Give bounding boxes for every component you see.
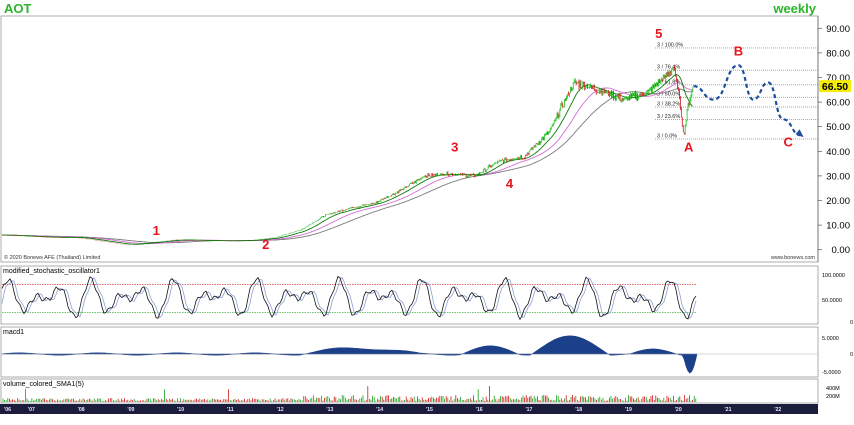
xtick-label: '19 — [625, 407, 632, 413]
last-price-badge — [819, 80, 851, 93]
macd-histogram — [1, 335, 817, 374]
xtick-label: '20 — [675, 407, 682, 413]
stochastic-signal-line — [1, 276, 697, 319]
forecast-path — [693, 64, 804, 138]
wave-label: A — [684, 139, 694, 154]
ytick-label: 60.00 — [826, 98, 850, 109]
stochastic-tick-50: 50.0000 — [822, 298, 842, 304]
ma-fast-line — [1, 74, 694, 245]
wave-label: 5 — [655, 26, 662, 41]
xtick-label: '09 — [127, 407, 134, 413]
stochastic-tick-0: 0 — [850, 320, 853, 326]
ytick-label: 90.00 — [826, 24, 850, 35]
fib-level-label: 3 / 100.0% — [657, 42, 683, 48]
moving-averages — [1, 74, 694, 245]
macd-title: macd1 — [3, 329, 24, 336]
macd-tick-zero: 0 — [850, 352, 853, 358]
xtick-label: '17 — [525, 407, 532, 413]
xtick-label: '18 — [575, 407, 582, 413]
stochastic-panel-frame — [0, 265, 819, 325]
ytick-label: 80.00 — [826, 48, 850, 59]
fib-level-label: 3 / 61.8% — [657, 79, 680, 85]
ytick-label: 30.00 — [826, 171, 850, 182]
price-bars — [1, 65, 694, 245]
stochastic-lines — [1, 275, 697, 321]
ytick-label: 70.00 — [826, 73, 850, 84]
macd-panel-frame — [0, 326, 819, 378]
forecast-line — [693, 64, 801, 137]
site-text: www.bonews.com — [770, 255, 815, 261]
wave-label: 1 — [153, 223, 160, 238]
fib-level-label: 3 / 23.6% — [657, 114, 680, 120]
macd-tick-neg: -5.0000 — [822, 370, 841, 376]
wave-label: 3 — [451, 139, 458, 154]
xtick-label: '22 — [774, 407, 781, 413]
macd-tick-pos: 5.0000 — [822, 336, 839, 342]
ytick-label: 40.00 — [826, 147, 850, 158]
chart-title: AOT — [4, 1, 32, 16]
volume-panel-frame — [0, 378, 819, 404]
ma-mid-line — [1, 82, 693, 245]
forecast-arrowhead — [795, 129, 804, 138]
xtick-label: '07 — [28, 407, 35, 413]
volume-tick-200m: 200M — [826, 394, 840, 400]
xtick-label: '12 — [277, 407, 284, 413]
stochastic-main-line — [1, 275, 697, 321]
wave-label: B — [734, 43, 743, 58]
time-axis: '06 '07 '08 '09 '10 '11 '12 '13 '14 '15 '16 '17 '18 '… — [4, 407, 781, 413]
xtick-label: '06 — [4, 407, 11, 413]
volume-tick-400m: 400M — [826, 386, 840, 392]
ytick-label: 20.00 — [826, 196, 850, 207]
xtick-label: '21 — [724, 407, 731, 413]
ma-slow-line — [1, 88, 693, 244]
stochastic-title: modified_stochastic_oscillator1 — [3, 268, 100, 275]
copyright-text: © 2020 Bonews AFE (Thailand) Limited — [4, 254, 100, 261]
xtick-label: '08 — [78, 407, 85, 413]
volume-bars — [2, 385, 697, 402]
ytick-label: 10.00 — [826, 221, 850, 232]
ytick-label: 0.00 — [832, 245, 851, 256]
last-price-label: 66.50 — [822, 81, 848, 93]
fib-level-label: 3 / 76.4% — [657, 65, 680, 71]
time-axis-bar — [0, 404, 818, 414]
fib-level-label: 3 / 0.0% — [657, 134, 677, 140]
xtick-label: '11 — [227, 407, 234, 413]
wave-label: 4 — [506, 176, 514, 191]
price-axis: 0.00 10.00 20.00 30.00 40.00 50.00 60.00 70.00 8… — [818, 24, 851, 256]
volume-title: volume_colored_SMA1(5) — [3, 381, 84, 388]
wave-labels: 1 2 3 4 5 A B C — [153, 26, 794, 252]
wave-label: C — [783, 134, 793, 149]
xtick-label: '14 — [376, 407, 383, 413]
wave-label: 2 — [262, 237, 269, 252]
fib-level-label: 3 / 38.2% — [657, 102, 680, 108]
xtick-label: '16 — [476, 407, 483, 413]
fib-level-label: 3 / 50.0% — [657, 92, 680, 98]
xtick-label: '10 — [177, 407, 184, 413]
xtick-label: '13 — [326, 407, 333, 413]
stochastic-tick-100: 100.0000 — [822, 273, 845, 279]
chart-subtitle: weekly — [772, 1, 816, 16]
ytick-label: 50.00 — [826, 122, 850, 133]
xtick-label: '15 — [426, 407, 433, 413]
fibonacci-levels: 3 / 100.0% 3 / 76.4% 3 / 61.8% 3 / 50.0% 3 /… — [655, 42, 818, 140]
